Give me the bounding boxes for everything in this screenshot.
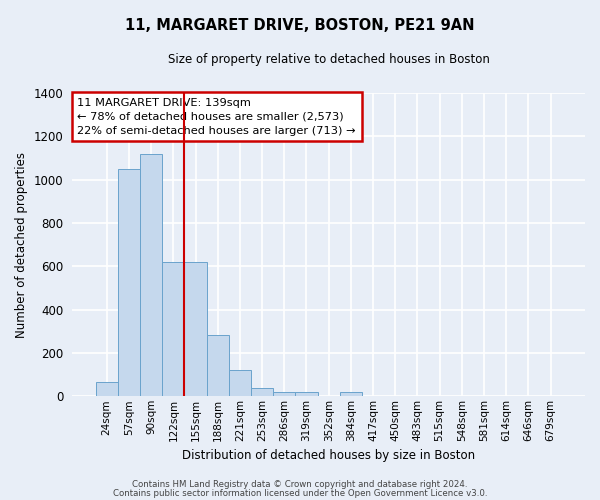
Y-axis label: Number of detached properties: Number of detached properties <box>15 152 28 338</box>
Text: Contains public sector information licensed under the Open Government Licence v3: Contains public sector information licen… <box>113 488 487 498</box>
Bar <box>273 392 295 396</box>
Bar <box>295 392 317 396</box>
Bar <box>140 154 162 396</box>
Bar <box>162 262 184 396</box>
Bar <box>95 382 118 396</box>
Text: 11, MARGARET DRIVE, BOSTON, PE21 9AN: 11, MARGARET DRIVE, BOSTON, PE21 9AN <box>125 18 475 32</box>
Bar <box>118 169 140 396</box>
Bar <box>340 392 362 396</box>
Bar <box>251 388 273 396</box>
Bar <box>229 370 251 396</box>
Bar <box>206 334 229 396</box>
X-axis label: Distribution of detached houses by size in Boston: Distribution of detached houses by size … <box>182 450 475 462</box>
Title: Size of property relative to detached houses in Boston: Size of property relative to detached ho… <box>168 52 490 66</box>
Bar <box>184 262 206 396</box>
Text: 11 MARGARET DRIVE: 139sqm
← 78% of detached houses are smaller (2,573)
22% of se: 11 MARGARET DRIVE: 139sqm ← 78% of detac… <box>77 98 356 136</box>
Text: Contains HM Land Registry data © Crown copyright and database right 2024.: Contains HM Land Registry data © Crown c… <box>132 480 468 489</box>
